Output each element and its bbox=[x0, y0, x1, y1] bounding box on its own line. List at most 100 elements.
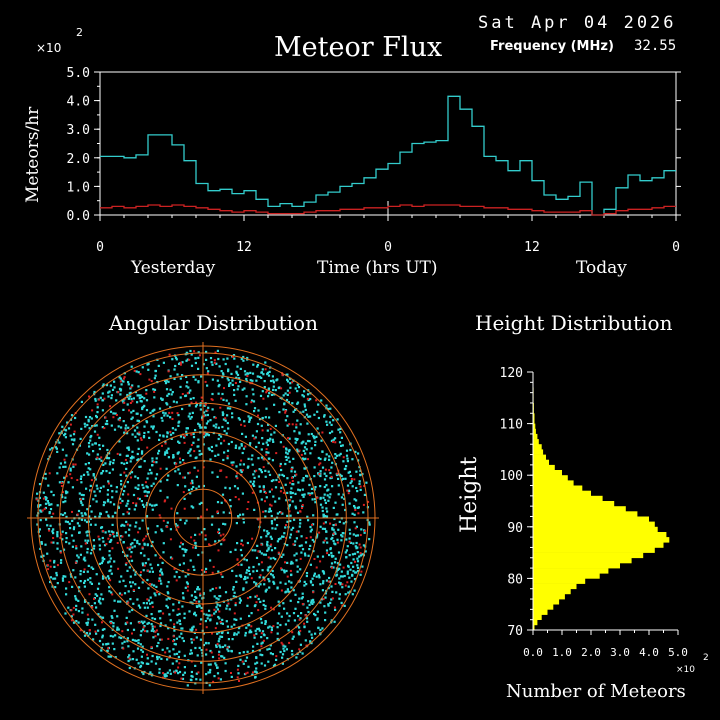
angular-point bbox=[82, 497, 85, 500]
angular-point bbox=[192, 397, 195, 400]
angular-point bbox=[142, 672, 145, 676]
angular-point bbox=[229, 499, 232, 502]
angular-point bbox=[108, 586, 111, 589]
angular-point bbox=[178, 650, 181, 653]
angular-point bbox=[281, 473, 284, 476]
angular-point-red bbox=[206, 372, 209, 375]
angular-point-red bbox=[219, 470, 222, 472]
angular-point bbox=[276, 632, 279, 635]
angular-point bbox=[89, 552, 93, 555]
angular-point bbox=[105, 643, 108, 646]
angular-point bbox=[93, 424, 96, 427]
height-bar bbox=[533, 428, 536, 435]
angular-point bbox=[268, 473, 272, 476]
angular-point bbox=[74, 576, 77, 579]
angular-point bbox=[109, 410, 113, 413]
angular-point-red bbox=[217, 531, 219, 534]
angular-point bbox=[179, 377, 182, 380]
angular-point bbox=[133, 545, 136, 548]
angular-point-red bbox=[220, 397, 223, 400]
angular-point-red bbox=[265, 453, 268, 456]
angular-point bbox=[321, 450, 324, 453]
angular-point-red bbox=[46, 564, 49, 567]
angular-point bbox=[199, 638, 202, 641]
angular-point bbox=[200, 606, 203, 610]
angular-point bbox=[75, 598, 78, 601]
angular-point-red bbox=[198, 354, 201, 357]
angular-point bbox=[290, 560, 293, 563]
angular-point-red bbox=[65, 475, 68, 478]
angular-point bbox=[241, 492, 244, 495]
angular-point bbox=[264, 604, 267, 608]
angular-point bbox=[311, 602, 314, 605]
angular-point-red bbox=[360, 570, 363, 573]
angular-point bbox=[286, 544, 289, 547]
angular-point bbox=[108, 471, 111, 474]
angular-point bbox=[205, 673, 208, 676]
angular-point bbox=[313, 574, 316, 577]
angular-point bbox=[278, 473, 281, 476]
angular-point bbox=[334, 456, 337, 459]
angular-point bbox=[272, 381, 275, 384]
angular-point bbox=[83, 579, 87, 583]
angular-point bbox=[303, 552, 307, 555]
angular-point bbox=[143, 425, 146, 428]
angular-point bbox=[165, 467, 168, 470]
angular-point-red bbox=[153, 625, 156, 628]
angular-point bbox=[190, 629, 193, 632]
angular-point bbox=[325, 404, 328, 407]
angular-point bbox=[62, 465, 65, 468]
angular-point bbox=[131, 658, 135, 661]
angular-point-red bbox=[201, 569, 203, 571]
angular-point bbox=[271, 653, 274, 656]
angular-point bbox=[178, 420, 181, 423]
angular-point-red bbox=[272, 625, 275, 628]
angular-point bbox=[239, 513, 242, 516]
angular-point bbox=[122, 408, 125, 411]
angular-point bbox=[132, 456, 135, 459]
angular-point-red bbox=[124, 397, 127, 400]
angular-point bbox=[218, 595, 221, 598]
angular-point bbox=[352, 570, 355, 573]
angular-point bbox=[349, 568, 352, 571]
angular-point bbox=[254, 629, 257, 632]
angular-point bbox=[356, 569, 360, 573]
angular-point bbox=[86, 570, 89, 573]
angular-point bbox=[98, 447, 101, 451]
angular-point bbox=[140, 500, 143, 503]
angular-point bbox=[172, 454, 175, 457]
angular-point bbox=[107, 642, 110, 645]
angular-point bbox=[270, 537, 273, 540]
angular-point bbox=[312, 550, 315, 553]
angular-point bbox=[227, 402, 231, 405]
angular-point bbox=[255, 656, 258, 659]
angular-point bbox=[356, 564, 359, 567]
angular-point bbox=[238, 601, 241, 604]
height-bar bbox=[533, 599, 560, 605]
angular-point bbox=[129, 575, 132, 578]
angular-point bbox=[178, 545, 182, 548]
angular-point bbox=[87, 473, 90, 476]
angular-point bbox=[119, 538, 122, 541]
angular-point bbox=[185, 430, 188, 433]
angular-point bbox=[207, 671, 210, 674]
angular-point bbox=[159, 610, 162, 613]
angular-point bbox=[108, 540, 111, 543]
angular-point bbox=[209, 458, 212, 461]
angular-point bbox=[344, 593, 347, 596]
angular-point bbox=[228, 608, 231, 611]
angular-point bbox=[63, 428, 66, 431]
angular-point bbox=[259, 489, 262, 493]
angular-point bbox=[311, 577, 314, 580]
angular-point bbox=[148, 468, 152, 471]
angular-point bbox=[73, 526, 76, 529]
angular-point bbox=[192, 436, 196, 439]
angular-point bbox=[120, 461, 123, 465]
angular-point bbox=[141, 562, 144, 565]
angular-point bbox=[175, 670, 178, 673]
angular-point bbox=[196, 588, 199, 591]
angular-point bbox=[56, 472, 59, 475]
angular-point bbox=[220, 442, 223, 445]
angular-point bbox=[75, 608, 78, 611]
angular-point-red bbox=[146, 569, 149, 572]
